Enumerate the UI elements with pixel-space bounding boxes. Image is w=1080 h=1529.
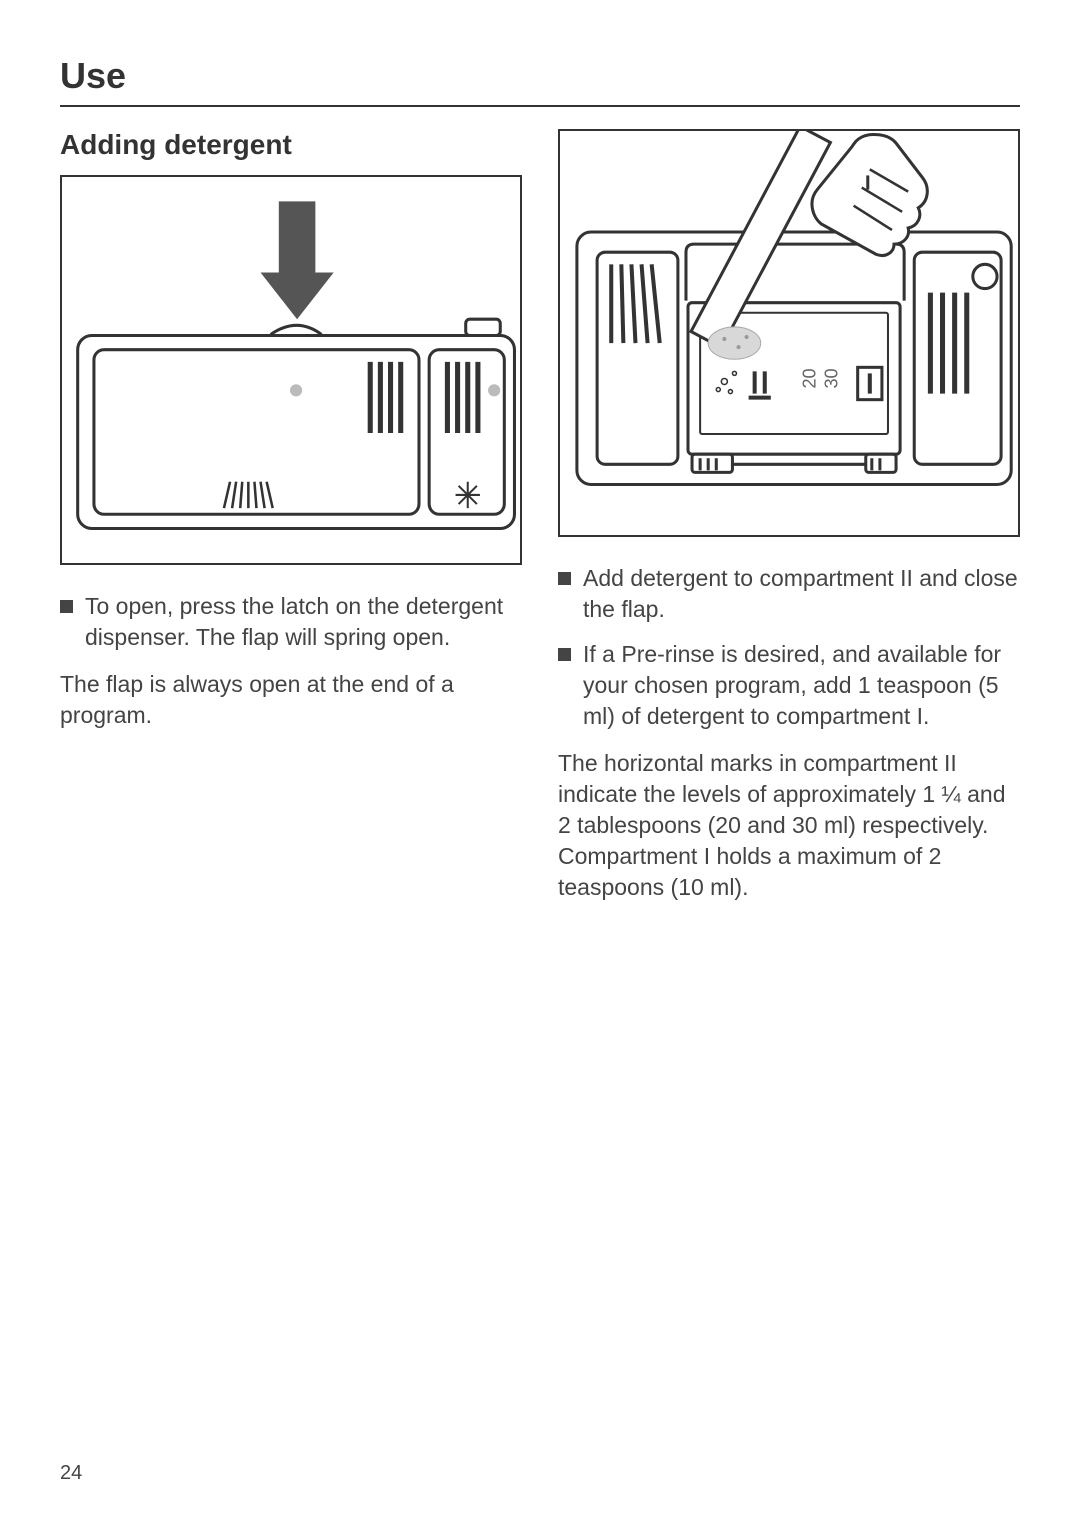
bullet-icon [558, 648, 571, 661]
bullet-icon [60, 600, 73, 613]
right-column: 20 30 [558, 129, 1020, 917]
label-20: 20 [799, 368, 819, 388]
right-bullet-list: Add detergent to compartment II and clos… [558, 563, 1020, 732]
figure-dispenser-open: 20 30 [558, 129, 1020, 537]
main-columns: Adding detergent [60, 129, 1020, 917]
label-30: 30 [821, 368, 841, 388]
list-item: Add detergent to compartment II and clos… [558, 563, 1020, 625]
header-rule [60, 105, 1020, 107]
list-item: To open, press the latch on the detergen… [60, 591, 522, 653]
left-bullet-list: To open, press the latch on the detergen… [60, 591, 522, 653]
bullet-text: Add detergent to compartment II and clos… [583, 563, 1020, 625]
left-column: Adding detergent [60, 129, 522, 917]
list-item: If a Pre-rinse is desired, and available… [558, 639, 1020, 732]
page-number: 24 [60, 1462, 82, 1485]
rinse-aid-snowflake-icon [456, 482, 480, 508]
page-title: Use [60, 55, 1020, 105]
bullet-text: If a Pre-rinse is desired, and available… [583, 639, 1020, 732]
right-paragraph: The horizontal marks in compartment II i… [558, 748, 1020, 903]
bullet-icon [558, 572, 571, 585]
left-paragraph: The flap is always open at the end of a … [60, 669, 522, 731]
arrow-down-icon [261, 201, 334, 319]
section-subheading: Adding detergent [60, 129, 522, 161]
figure-dispenser-closed [60, 175, 522, 565]
bullet-text: To open, press the latch on the detergen… [85, 591, 522, 653]
